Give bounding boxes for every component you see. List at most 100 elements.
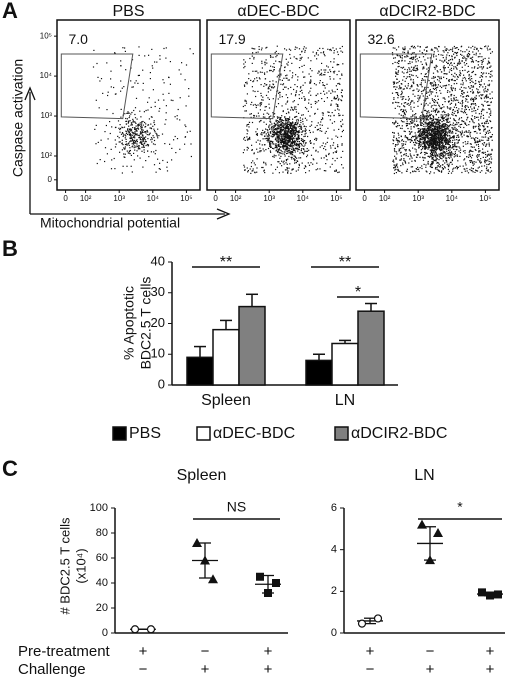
event-dot <box>332 144 334 146</box>
event-dot <box>435 151 437 153</box>
event-dot <box>147 150 149 152</box>
event-dot <box>284 139 286 141</box>
event-dot <box>430 153 432 155</box>
event-dot <box>271 130 273 132</box>
event-dot <box>424 147 426 149</box>
event-dot <box>282 147 284 149</box>
event-dot <box>460 83 462 85</box>
event-dot <box>463 74 465 76</box>
event-dot <box>287 152 289 154</box>
event-dot <box>296 47 298 49</box>
event-dot <box>268 138 270 140</box>
event-dot <box>444 140 446 142</box>
event-dot <box>304 49 306 52</box>
event-dot <box>423 151 426 154</box>
event-dot <box>456 64 458 66</box>
event-dot <box>339 114 341 116</box>
event-dot <box>448 164 450 166</box>
event-dot <box>284 151 286 153</box>
event-dot <box>296 123 299 125</box>
event-dot <box>487 49 489 51</box>
event-dot <box>140 142 142 144</box>
x-tick-label: 10⁵ <box>330 194 342 203</box>
event-dot <box>432 148 434 150</box>
event-dot <box>297 148 299 150</box>
event-dot <box>448 79 450 81</box>
event-dot <box>431 98 433 100</box>
event-dot <box>95 124 97 126</box>
event-dot <box>335 48 337 50</box>
event-dot <box>412 58 414 60</box>
event-dot <box>442 61 444 63</box>
event-dot <box>136 141 138 143</box>
event-dot <box>120 80 122 82</box>
event-dot <box>428 145 430 147</box>
event-dot <box>435 126 437 128</box>
event-dot <box>152 143 155 145</box>
event-dot <box>401 92 403 94</box>
event-dot <box>275 168 277 171</box>
event-dot <box>455 52 457 54</box>
event-dot <box>479 76 481 78</box>
event-dot <box>184 136 186 138</box>
bar <box>357 310 385 386</box>
event-dot <box>150 137 153 139</box>
event-dot <box>406 87 408 89</box>
event-dot <box>267 147 270 150</box>
event-dot <box>336 105 338 107</box>
event-dot <box>446 54 448 56</box>
event-dot <box>452 122 454 124</box>
event-dot <box>278 145 281 147</box>
event-dot <box>258 48 260 50</box>
event-dot <box>449 141 451 143</box>
event-dot <box>272 155 274 158</box>
event-dot <box>288 48 290 50</box>
event-dot <box>127 128 129 130</box>
event-dot <box>453 68 455 70</box>
event-dot <box>272 112 274 114</box>
event-dot <box>189 48 191 50</box>
event-dot <box>309 131 311 134</box>
event-dot <box>408 67 410 69</box>
event-dot <box>438 170 440 172</box>
event-dot <box>120 65 122 67</box>
event-dot <box>457 75 459 78</box>
event-dot <box>154 101 156 103</box>
event-dot <box>460 110 462 112</box>
event-dot <box>437 102 439 104</box>
event-dot <box>471 89 473 91</box>
event-dot <box>478 166 480 168</box>
event-dot <box>270 127 272 129</box>
event-dot <box>423 133 425 135</box>
event-dot <box>273 130 275 133</box>
event-dot <box>303 135 305 138</box>
event-dot <box>272 143 274 145</box>
event-dot <box>404 56 406 58</box>
event-dot <box>289 139 291 142</box>
event-dot <box>433 128 435 131</box>
event-dot <box>426 130 429 132</box>
event-dot <box>478 119 480 121</box>
event-dot <box>392 143 394 145</box>
event-dot <box>405 150 407 152</box>
event-dot <box>299 145 301 147</box>
event-dot <box>176 138 179 140</box>
event-dot <box>426 117 428 119</box>
event-dot <box>139 131 142 133</box>
event-dot <box>255 95 257 98</box>
event-dot <box>440 127 442 129</box>
event-dot <box>423 67 425 69</box>
event-dot <box>448 141 450 143</box>
event-dot <box>123 148 125 150</box>
event-dot <box>298 137 300 139</box>
event-dot <box>341 143 343 145</box>
event-dot <box>483 83 485 85</box>
event-dot <box>427 141 429 143</box>
event-dot <box>426 118 428 120</box>
event-dot <box>397 70 400 72</box>
event-dot <box>312 158 314 160</box>
event-dot <box>431 132 433 134</box>
event-dot <box>292 141 294 143</box>
event-dot <box>326 83 328 85</box>
event-dot <box>439 128 441 130</box>
